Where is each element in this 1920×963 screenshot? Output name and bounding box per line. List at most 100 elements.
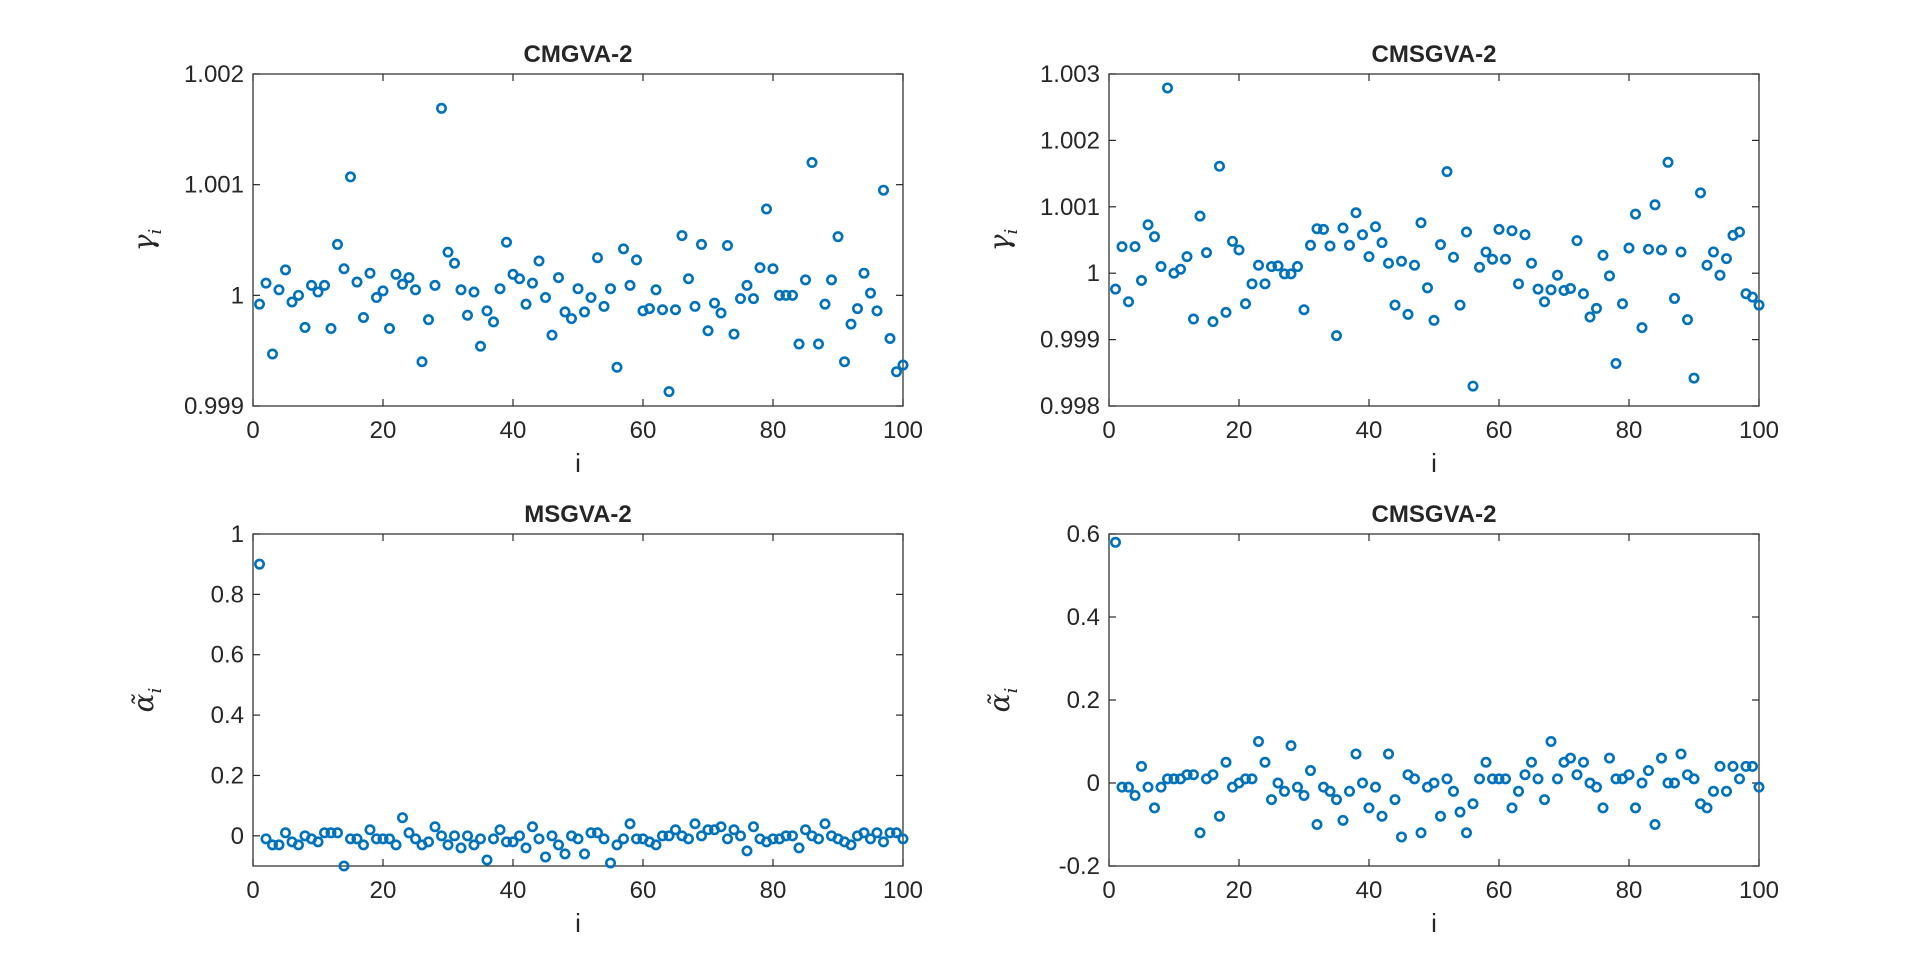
y-axis-subscript: i [145, 229, 166, 235]
data-point [585, 827, 597, 839]
data-point [351, 833, 363, 845]
data-point [1662, 156, 1674, 168]
data-point [1649, 818, 1661, 830]
x-tick-label: 60 [630, 417, 657, 444]
data-point [1253, 735, 1265, 747]
data-point [1142, 219, 1154, 231]
data-point [539, 851, 551, 863]
data-point [429, 279, 441, 291]
data-point [1584, 311, 1596, 323]
data-point [474, 340, 486, 352]
data-point [552, 839, 564, 851]
chart-title: CMSGVA-2 [1372, 41, 1497, 68]
data-point [1753, 299, 1765, 311]
data-point [884, 332, 896, 344]
data-point [1389, 794, 1401, 806]
data-point [864, 833, 876, 845]
data-point [1266, 261, 1278, 273]
data-point [1506, 225, 1518, 237]
data-point [1721, 785, 1733, 797]
data-point [1669, 777, 1681, 789]
data-point [1123, 781, 1135, 793]
y-axis-subscript: i [1001, 229, 1022, 235]
data-point [1636, 322, 1648, 334]
data-point [1747, 760, 1759, 772]
data-point [1279, 268, 1291, 280]
data-point [1324, 785, 1336, 797]
data-point [1409, 259, 1421, 271]
data-point [877, 836, 889, 848]
data-point [591, 827, 603, 839]
data-point [468, 286, 480, 298]
data-point [422, 314, 434, 326]
data-point [1539, 794, 1551, 806]
data-point [1643, 243, 1655, 255]
data-point [715, 821, 727, 833]
data-point [1701, 259, 1713, 271]
data-point [1617, 298, 1629, 310]
data-point [1350, 207, 1362, 219]
data-point [409, 833, 421, 845]
data-point [1298, 304, 1310, 316]
data-point [254, 298, 266, 310]
data-point [383, 833, 395, 845]
data-point [1734, 773, 1746, 785]
data-point [1363, 251, 1375, 263]
y-axis-symbol: α̃ [127, 693, 160, 712]
data-point [1513, 785, 1525, 797]
data-point [1558, 284, 1570, 296]
data-point [539, 292, 551, 304]
data-point [1136, 760, 1148, 772]
data-point [890, 827, 902, 839]
data-point [1597, 249, 1609, 261]
data-point [695, 238, 707, 250]
y-tick-label: 1.002 [1040, 127, 1100, 154]
data-point [1285, 740, 1297, 752]
data-point [448, 257, 460, 269]
data-point [1331, 794, 1343, 806]
data-point [1467, 798, 1479, 810]
data-point [546, 830, 558, 842]
x-tick-label: 60 [630, 877, 657, 904]
data-point [1201, 247, 1213, 259]
y-tick-label: 1.003 [1040, 61, 1100, 88]
data-point [494, 283, 506, 295]
data-point [604, 283, 616, 295]
data-point [357, 839, 369, 851]
data-point [526, 821, 538, 833]
data-point [1305, 765, 1317, 777]
data-point [734, 293, 746, 305]
data-point [1116, 781, 1128, 793]
data-point [598, 300, 610, 312]
data-point [1714, 760, 1726, 772]
data-point [585, 292, 597, 304]
data-point [520, 298, 532, 310]
y-tick-label: 1.001 [184, 172, 244, 199]
data-point [1500, 773, 1512, 785]
data-point [611, 839, 623, 851]
data-point [1240, 298, 1252, 310]
data-point [1708, 246, 1720, 258]
y-tick-label: 0.4 [1067, 604, 1100, 631]
data-point [481, 854, 493, 866]
data-point [1207, 769, 1219, 781]
x-tick-label: 80 [1616, 417, 1643, 444]
data-point [799, 274, 811, 286]
data-point [572, 833, 584, 845]
data-point [1376, 237, 1388, 249]
data-point [1383, 748, 1395, 760]
x-tick-label: 0 [1102, 417, 1115, 444]
y-tick-label: 0.6 [1067, 521, 1100, 548]
data-point [377, 285, 389, 297]
data-point [1318, 223, 1330, 235]
data-point [617, 833, 629, 845]
y-tick-label: 1 [231, 282, 244, 309]
data-point [689, 818, 701, 830]
data-point [1636, 777, 1648, 789]
data-point [643, 303, 655, 315]
y-tick-label: 0.999 [1040, 327, 1100, 354]
data-point [851, 303, 863, 315]
data-point [1604, 270, 1616, 282]
data-point [559, 848, 571, 860]
data-point [1155, 261, 1167, 273]
